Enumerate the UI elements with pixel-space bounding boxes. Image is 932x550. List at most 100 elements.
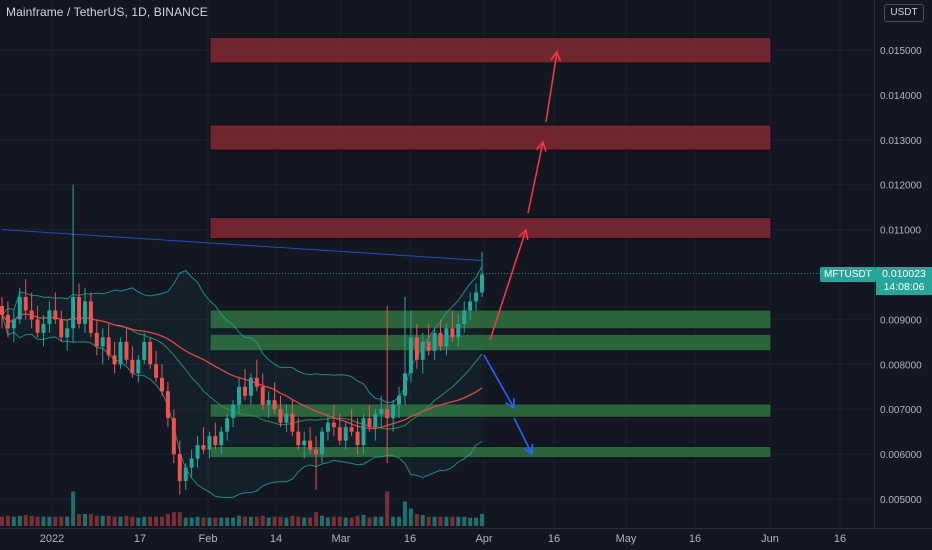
- candle-body: [65, 328, 70, 338]
- volume-bar: [248, 516, 253, 526]
- candle-body: [402, 373, 407, 396]
- candle-body: [320, 431, 324, 455]
- candle-body: [136, 359, 141, 374]
- symbol-title[interactable]: Mainframe / TetherUS, 1D, BINANCE: [6, 5, 208, 19]
- volume-bar: [82, 514, 87, 526]
- price-tick-label: 0.014000: [880, 91, 922, 102]
- candle-body: [361, 418, 366, 446]
- volume-bar: [71, 491, 76, 526]
- candle-body: [408, 337, 413, 374]
- candle-body: [242, 386, 247, 396]
- bollinger-upper: [1, 266, 483, 404]
- candle-body: [219, 431, 224, 446]
- candle-body: [367, 418, 372, 428]
- volume-bar: [385, 491, 390, 526]
- time-tick-label: Mar: [332, 533, 351, 545]
- time-tick-label: 16: [404, 533, 416, 545]
- bar-countdown: 14:08:06: [883, 281, 925, 293]
- currency-badge[interactable]: USDT: [884, 4, 924, 22]
- volume-bar: [361, 514, 366, 526]
- price-tick-label: 0.015000: [880, 46, 922, 57]
- candle-body: [189, 458, 194, 468]
- candle-body: [397, 395, 402, 405]
- volume-bar: [165, 514, 170, 526]
- candle-body: [468, 301, 473, 311]
- volume-bar: [201, 517, 206, 526]
- candle-body: [456, 323, 461, 338]
- symbol-price-label: MFTUSDT: [820, 267, 876, 282]
- volume-bar: [0, 516, 4, 526]
- candle-body: [35, 319, 40, 333]
- volume-bar: [397, 516, 402, 526]
- volume-bar: [207, 517, 212, 526]
- support-arrow-1: [483, 354, 515, 409]
- volume-bar: [148, 516, 153, 526]
- volume-bar: [231, 517, 236, 526]
- price-scale-divider: [874, 0, 875, 528]
- candle-body: [314, 449, 319, 455]
- zone-layer: [209, 36, 772, 459]
- volume-bar: [325, 517, 330, 526]
- volume-bar: [426, 516, 431, 526]
- volume-bar: [29, 515, 34, 526]
- candle-body: [195, 445, 200, 459]
- candle-layer: [0, 184, 484, 495]
- candle-body: [391, 404, 396, 419]
- candle-body: [11, 319, 16, 329]
- time-tick-label: 16: [834, 533, 846, 545]
- candle-body: [438, 332, 443, 347]
- volume-bar: [154, 516, 159, 526]
- volume-bar: [278, 516, 283, 526]
- volume-bar: [379, 516, 384, 526]
- volume-bar: [225, 517, 230, 526]
- candle-body: [266, 400, 271, 405]
- volume-bar: [41, 516, 46, 526]
- volume-bar: [195, 516, 200, 526]
- candle-body: [225, 418, 230, 432]
- volume-bar: [343, 517, 348, 526]
- candle-body: [148, 341, 153, 365]
- volume-bar: [106, 515, 111, 526]
- price-scale[interactable]: 0.015000 0.014000 0.013000 0.012000 0.011000…: [880, 46, 922, 506]
- candle-body: [254, 377, 259, 387]
- candle-body: [432, 332, 437, 351]
- candle-body: [302, 440, 307, 446]
- volume-bar: [35, 516, 40, 526]
- candle-body: [480, 274, 484, 293]
- candle-body: [278, 409, 283, 423]
- volume-bar: [402, 501, 407, 526]
- volume-bar: [11, 516, 16, 526]
- last-price-tag: 0.010023 14:08:06: [876, 267, 932, 295]
- candle-body: [207, 436, 212, 450]
- price-tick-label: 0.009000: [880, 315, 922, 326]
- candle-body: [284, 413, 289, 423]
- candle-body: [41, 323, 46, 333]
- volume-bar: [112, 516, 117, 526]
- volume-bar: [77, 514, 82, 526]
- candle-body: [154, 364, 159, 378]
- candle-body: [160, 377, 164, 392]
- volume-bar: [373, 516, 378, 526]
- time-tick-label: 2022: [40, 533, 64, 545]
- volume-bar: [474, 517, 479, 526]
- volume-bar: [450, 516, 455, 526]
- time-tick-label: May: [616, 533, 637, 545]
- candle-body: [237, 386, 242, 405]
- time-scale[interactable]: 2022 17 Feb 14 Mar 16 Apr 16 May 16 Jun 16: [40, 533, 846, 545]
- volume-bar: [260, 515, 265, 526]
- candle-body: [29, 310, 34, 320]
- volume-bar: [142, 516, 147, 526]
- volume-bar: [462, 516, 467, 526]
- candle-body: [183, 467, 188, 482]
- last-price-value: 0.010023: [882, 268, 926, 280]
- candle-body: [373, 413, 378, 428]
- volume-bar: [136, 517, 141, 526]
- support-zone: [209, 333, 772, 352]
- candle-body: [47, 310, 52, 324]
- candle-body: [414, 337, 419, 360]
- time-tick-label: Apr: [475, 533, 492, 545]
- candle-body: [337, 427, 342, 441]
- volume-bar: [308, 517, 313, 526]
